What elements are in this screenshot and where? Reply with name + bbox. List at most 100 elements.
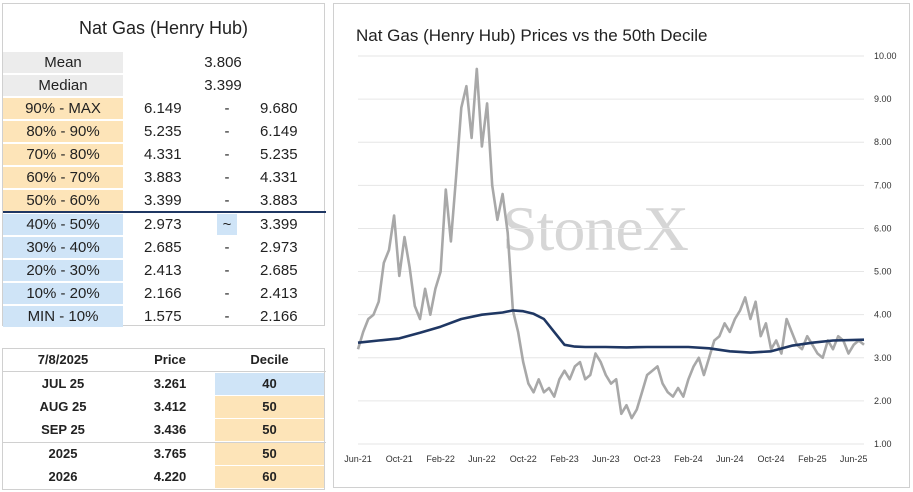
contract-row: 2025 3.765 50 — [3, 443, 324, 465]
decile-sep: - — [224, 262, 230, 279]
median-divider-line — [3, 211, 326, 213]
x-tick-label: Oct-21 — [386, 454, 413, 464]
decile-sep: ~ — [217, 214, 237, 235]
decile-high: 2.685 — [260, 262, 298, 279]
decile-row: 90% - MAX 6.149 - 9.680 — [3, 98, 324, 120]
contract-decile: 50 — [215, 443, 324, 465]
decile-label: 90% - MAX — [3, 98, 123, 119]
y-tick-label: 1.00 — [874, 439, 892, 449]
contract-price: 3.412 — [153, 399, 187, 414]
decile-sep: - — [224, 285, 230, 302]
decile-low: 4.331 — [144, 146, 182, 163]
decile-label: 70% - 80% — [3, 144, 123, 165]
y-tick-label: 4.00 — [874, 310, 892, 320]
decile-label: 30% - 40% — [3, 237, 123, 258]
contract-label: AUG 25 — [39, 399, 87, 414]
x-tick-label: Jun-21 — [344, 454, 372, 464]
x-tick-label: Feb-22 — [426, 454, 455, 464]
decile-row: 20% - 30% 2.413 - 2.685 — [3, 260, 324, 282]
median-decile-line — [357, 309, 865, 354]
decile-row: 80% - 90% 5.235 - 6.149 — [3, 121, 324, 143]
header-divider — [3, 371, 326, 372]
contract-decile: 60 — [215, 466, 324, 488]
price-header: Price — [154, 352, 186, 367]
decile-sep: - — [224, 239, 230, 256]
mean-row: Mean 3.806 — [3, 52, 324, 74]
x-tick-label: Jun-22 — [468, 454, 496, 464]
price-chart-panel: Nat Gas (Henry Hub) Prices vs the 50th D… — [333, 3, 910, 488]
y-tick-label: 8.00 — [874, 137, 892, 147]
contract-row: JUL 25 3.261 40 — [3, 373, 324, 395]
decile-label: 20% - 30% — [3, 260, 123, 281]
decile-high: 3.883 — [260, 192, 298, 209]
decile-row: 40% - 50% 2.973 ~ 3.399 — [3, 214, 324, 236]
contract-price: 3.765 — [153, 446, 187, 461]
mean-label: Mean — [3, 52, 123, 73]
y-tick-label: 10.00 — [874, 51, 897, 61]
decile-high: 2.413 — [260, 285, 298, 302]
decile-low: 2.166 — [144, 285, 182, 302]
decile-high: 3.399 — [260, 216, 298, 233]
decile-high: 9.680 — [260, 100, 298, 117]
strip-divider — [3, 442, 326, 443]
decile-high: 2.973 — [260, 239, 298, 256]
decile-row: 10% - 20% 2.166 - 2.413 — [3, 283, 324, 305]
decile-stats-table: Nat Gas (Henry Hub) Mean 3.806 Median 3.… — [2, 3, 326, 328]
contract-row: 2026 4.220 60 — [3, 466, 324, 488]
decile-header: Decile — [250, 352, 289, 367]
x-tick-label: Jun-23 — [592, 454, 620, 464]
decile-low: 6.149 — [144, 100, 182, 117]
decile-row: 50% - 60% 3.399 - 3.883 — [3, 190, 324, 212]
y-tick-label: 7.00 — [874, 180, 892, 190]
contract-label: JUL 25 — [41, 376, 85, 391]
mean-value: 3.806 — [204, 54, 242, 71]
contract-price: 3.261 — [153, 376, 187, 391]
decile-high: 6.149 — [260, 123, 298, 140]
contract-label: 2026 — [48, 469, 78, 484]
chart-title: Nat Gas (Henry Hub) Prices vs the 50th D… — [356, 26, 708, 45]
decile-label: 40% - 50% — [3, 214, 123, 235]
decile-label: 60% - 70% — [3, 167, 123, 188]
median-label: Median — [3, 75, 123, 96]
decile-label: 50% - 60% — [3, 190, 123, 211]
decile-sep: - — [224, 308, 230, 325]
decile-low: 3.883 — [144, 169, 182, 186]
decile-row: MIN - 10% 1.575 - 2.166 — [3, 306, 324, 328]
x-tick-label: Jun-24 — [716, 454, 744, 464]
decile-label: 10% - 20% — [3, 283, 123, 304]
decile-low: 2.685 — [144, 239, 182, 256]
y-tick-label: 2.00 — [874, 396, 892, 406]
y-tick-label: 9.00 — [874, 94, 892, 104]
contract-decile: 40 — [215, 373, 324, 395]
decile-row: 70% - 80% 4.331 - 5.235 — [3, 144, 324, 166]
decile-sep: - — [224, 123, 230, 140]
stats-table-title: Nat Gas (Henry Hub) — [78, 18, 249, 38]
decile-label: MIN - 10% — [3, 306, 123, 327]
x-tick-label: Feb-25 — [798, 454, 827, 464]
x-tick-label: Jun-25 — [840, 454, 868, 464]
y-tick-label: 3.00 — [874, 353, 892, 363]
contract-decile-table: 7/8/2025 Price Decile JUL 25 3.261 40 AU… — [2, 348, 326, 490]
price-chart: 1.00 2.00 3.00 4.00 5.00 6.00 7.00 8.00 9.00 10.0… — [344, 51, 897, 464]
contract-label: 2025 — [48, 446, 78, 461]
decile-sep: - — [224, 146, 230, 163]
decile-high: 5.235 — [260, 146, 298, 163]
x-tick-label: Oct-22 — [510, 454, 537, 464]
decile-sep: - — [224, 169, 230, 186]
decile-sep: - — [224, 100, 230, 117]
contract-price: 3.436 — [153, 422, 187, 437]
x-tick-label: Feb-24 — [674, 454, 703, 464]
median-row: Median 3.399 — [3, 75, 324, 97]
decile-label: 80% - 90% — [3, 121, 123, 142]
decile-low: 2.973 — [144, 216, 182, 233]
decile-row: 60% - 70% 3.883 - 4.331 — [3, 167, 324, 189]
median-value: 3.399 — [204, 77, 242, 94]
x-tick-label: Oct-23 — [634, 454, 661, 464]
contract-row: SEP 25 3.436 50 — [3, 419, 324, 441]
date-header: 7/8/2025 — [37, 352, 89, 367]
price-series-line — [356, 67, 865, 420]
contract-price: 4.220 — [153, 469, 187, 484]
contract-decile: 50 — [215, 396, 324, 418]
y-tick-label: 5.00 — [874, 267, 892, 277]
contract-row: AUG 25 3.412 50 — [3, 396, 324, 418]
